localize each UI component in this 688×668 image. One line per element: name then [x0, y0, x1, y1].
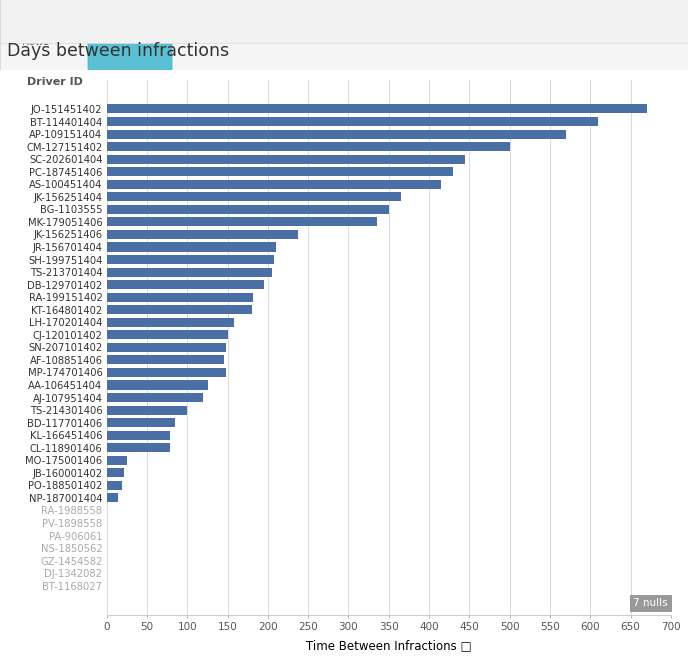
Bar — [0, 0, 688, 43]
Bar — [107, 242, 276, 251]
Bar — [107, 431, 169, 440]
Bar — [107, 494, 118, 502]
FancyBboxPatch shape — [88, 0, 232, 151]
Text: 7 nulls: 7 nulls — [634, 598, 668, 608]
Bar — [107, 368, 226, 377]
Bar — [107, 205, 389, 214]
Text: SUM(Time Between I...: SUM(Time Between I... — [109, 11, 211, 19]
Bar — [0, 13, 688, 70]
Bar — [107, 192, 401, 201]
Bar — [107, 444, 169, 452]
Bar — [107, 381, 208, 389]
Text: Driver ID: Driver ID — [27, 77, 83, 87]
Bar — [107, 355, 224, 365]
Bar — [107, 343, 226, 352]
Bar — [107, 167, 453, 176]
Bar — [107, 481, 122, 490]
Text: ☰: ☰ — [8, 10, 17, 20]
Bar — [107, 293, 253, 302]
Text: Rows: Rows — [22, 37, 49, 47]
Bar — [107, 180, 441, 189]
X-axis label: Time Between Infractions □: Time Between Infractions □ — [306, 639, 471, 652]
Bar — [107, 305, 252, 314]
Bar — [107, 456, 127, 465]
Bar — [107, 468, 125, 478]
Bar — [107, 117, 599, 126]
Bar — [107, 217, 376, 226]
Bar — [107, 255, 275, 264]
Bar — [107, 318, 234, 327]
FancyBboxPatch shape — [88, 0, 172, 178]
Bar — [107, 405, 187, 415]
Text: Driver ID: Driver ID — [110, 37, 150, 46]
Bar — [107, 330, 228, 339]
Bar — [107, 393, 204, 402]
Bar — [107, 104, 647, 114]
Bar — [107, 142, 510, 151]
Bar — [107, 230, 299, 239]
Bar — [107, 268, 272, 277]
Bar — [107, 280, 264, 289]
Bar — [107, 130, 566, 138]
Bar — [107, 154, 465, 164]
Text: Days between infractions: Days between infractions — [7, 42, 229, 60]
Text: ≡: ≡ — [8, 37, 17, 47]
Bar — [107, 418, 175, 427]
Text: Columns: Columns — [22, 10, 67, 20]
